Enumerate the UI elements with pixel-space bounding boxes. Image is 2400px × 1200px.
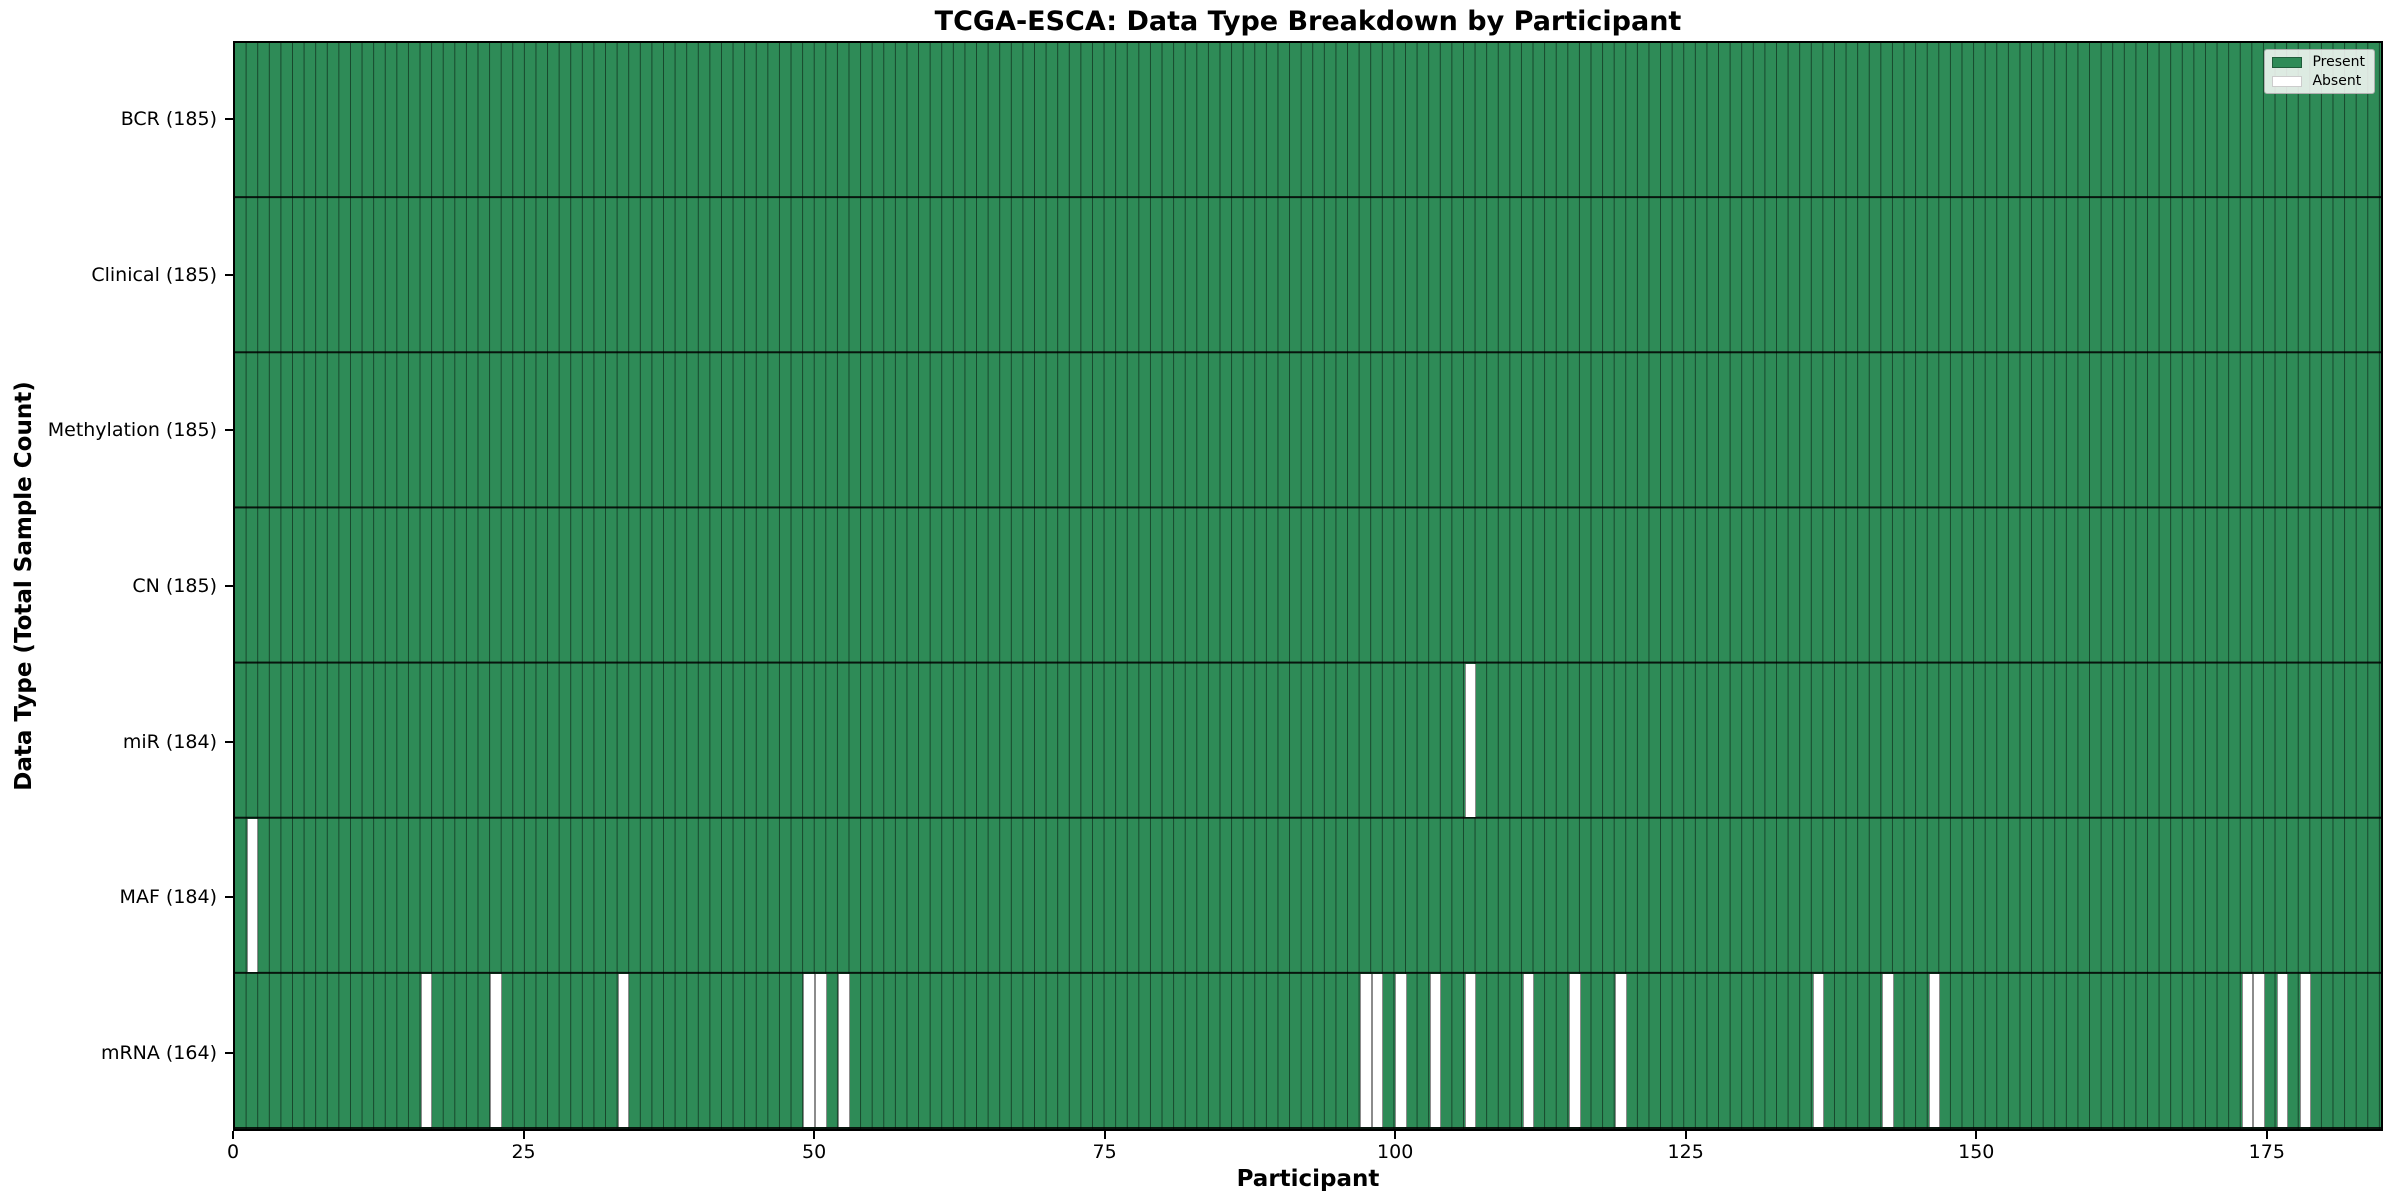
absent-cell-mRNA-100	[1395, 973, 1407, 1127]
legend-label-absent: Absent	[2312, 73, 2362, 89]
x-tick-label-125: 125	[1667, 1141, 1704, 1163]
absent-cell-miR-106	[1464, 663, 1477, 817]
absent-cell-mRNA-142	[1882, 973, 1894, 1127]
y-tick-label-mRNA: mRNA (164)	[100, 1042, 217, 1065]
absent-cell-mRNA-136	[1812, 973, 1825, 1127]
y-tick-labels: BCR (185) Clinical (185) Methylation (185)…	[0, 0, 233, 1200]
chart-title: TCGA-ESCA: Data Type Breakdown by Partic…	[934, 6, 1682, 37]
absent-cell-mRNA-52	[838, 973, 850, 1127]
absent-cell-MAF-1	[246, 818, 259, 972]
x-tick-label-75: 75	[1092, 1141, 1117, 1163]
absent-cell-mRNA-146	[1928, 973, 1941, 1127]
absent-cell-mRNA-115	[1569, 973, 1581, 1127]
absent-cell-mRNA-50	[815, 973, 827, 1127]
y-tick-label-Clinical: Clinical (185)	[91, 263, 217, 286]
x-tick-mark	[522, 1131, 525, 1139]
x-tick-mark	[1975, 1131, 1978, 1139]
x-tick-mark	[2265, 1131, 2268, 1139]
legend-swatch-absent	[2272, 75, 2303, 87]
y-tick-label-BCR: BCR (185)	[120, 107, 217, 130]
legend-entry-absent: Absent	[2272, 74, 2365, 88]
y-tick-mark	[225, 1052, 233, 1055]
x-tick-mark	[1684, 1131, 1687, 1139]
y-tick-label-MAF: MAF (184)	[119, 886, 217, 909]
absent-cell-mRNA-22	[490, 973, 502, 1127]
absent-cell-mRNA-103	[1429, 973, 1442, 1127]
absent-cell-mRNA-97	[1360, 973, 1372, 1127]
y-axis-label: Data Type (Total Sample Count)	[11, 381, 37, 791]
x-axis-label: Participant	[1236, 1166, 1380, 1192]
x-tick-label-25: 25	[511, 1141, 536, 1163]
legend-label-present: Present	[2312, 54, 2365, 70]
absent-cells-layer	[235, 43, 2381, 1129]
absent-cell-mRNA-119	[1615, 973, 1627, 1127]
x-tick-label-100: 100	[1377, 1141, 1414, 1163]
y-tick-label-Methylation: Methylation (185)	[47, 419, 217, 442]
absent-cell-mRNA-173	[2241, 973, 2254, 1127]
x-tick-label-150: 150	[1958, 1141, 1995, 1163]
absent-cell-mRNA-176	[2276, 973, 2289, 1127]
legend: Present Absent	[2264, 49, 2375, 94]
x-tick-label-175: 175	[2248, 1141, 2285, 1163]
absent-cell-mRNA-111	[1522, 973, 1535, 1127]
y-tick-mark	[225, 585, 233, 587]
absent-cell-mRNA-16	[420, 973, 433, 1127]
absent-cell-mRNA-174	[2253, 973, 2265, 1127]
absent-cell-mRNA-98	[1371, 973, 1384, 1127]
heatmap-plot-area: Present Absent	[233, 41, 2383, 1131]
y-tick-label-miR: miR (184)	[122, 730, 217, 753]
x-tick-mark	[232, 1131, 234, 1139]
y-tick-mark	[225, 429, 233, 432]
absent-cell-mRNA-178	[2299, 973, 2312, 1127]
x-tick-mark	[813, 1131, 816, 1139]
x-tick-label-50: 50	[801, 1141, 827, 1163]
absent-cell-mRNA-33	[617, 973, 630, 1127]
y-tick-mark	[225, 896, 233, 899]
legend-swatch-present	[2272, 56, 2303, 68]
y-tick-label-CN: CN (185)	[132, 575, 217, 597]
legend-entry-present: Present	[2272, 55, 2365, 69]
absent-cell-mRNA-106	[1464, 973, 1477, 1127]
absent-cell-mRNA-49	[803, 973, 815, 1127]
y-tick-mark	[225, 740, 233, 743]
x-tick-mark	[1394, 1131, 1397, 1139]
y-tick-mark	[225, 273, 233, 276]
y-tick-mark	[225, 117, 233, 120]
x-tick-label-0: 0	[226, 1141, 240, 1163]
x-tick-mark	[1103, 1131, 1106, 1139]
